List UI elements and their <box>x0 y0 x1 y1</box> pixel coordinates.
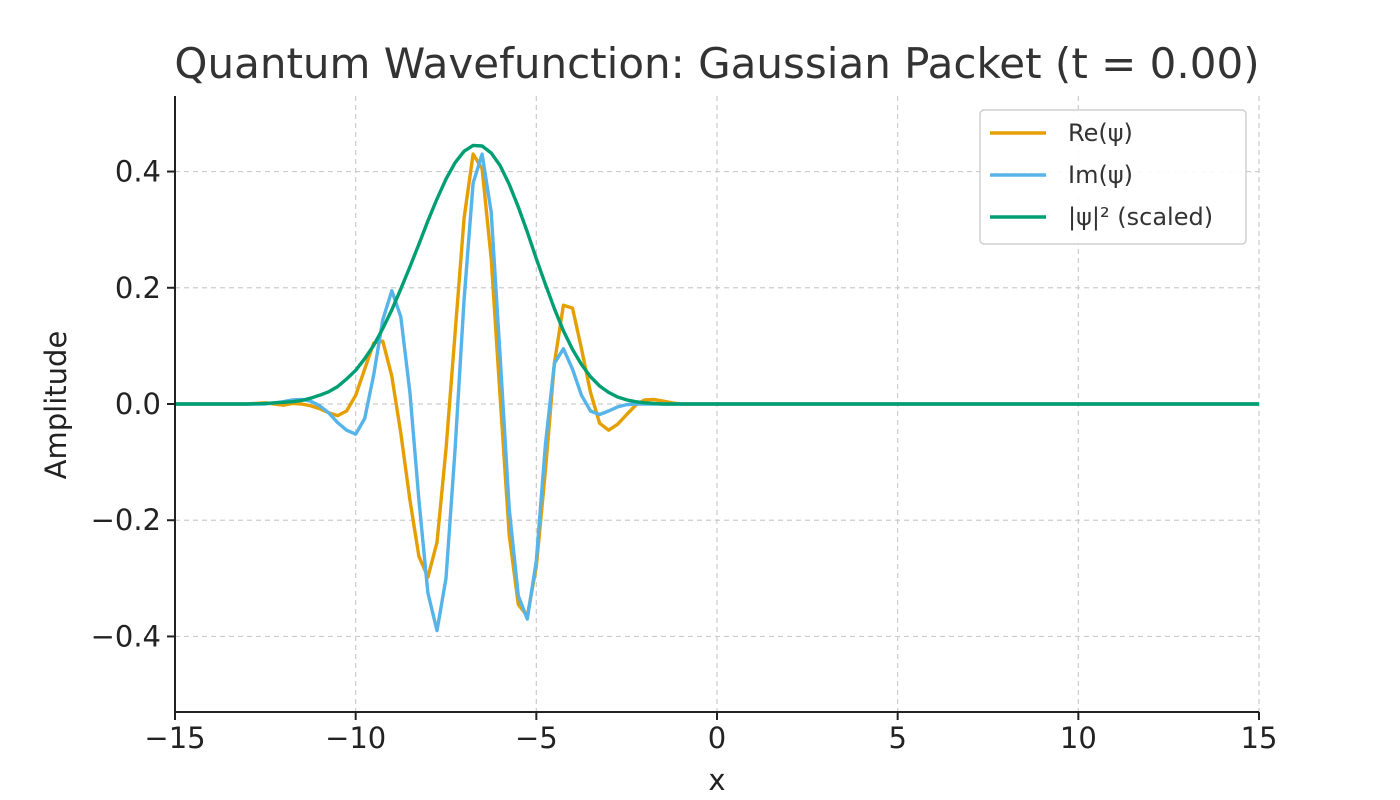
x-tick-label: −15 <box>144 721 205 755</box>
y-tick-label: 0.4 <box>115 155 161 189</box>
y-tick-label: 0.0 <box>115 387 161 421</box>
series-lines <box>175 143 1259 633</box>
x-tick-label: −5 <box>515 721 558 755</box>
y-tick-label: −0.2 <box>91 503 161 537</box>
y-axis-label: Amplitude <box>39 331 73 480</box>
axes: −15 −10 −5 0 5 10 15 −0.4 −0.2 0.0 0.2 0.4 <box>91 96 1278 755</box>
x-tick-label: 15 <box>1241 721 1278 755</box>
x-tick-label: 10 <box>1060 721 1097 755</box>
legend-entry-label: |ψ|² (scaled) <box>1068 203 1213 231</box>
series-line-3 <box>175 143 1259 406</box>
x-tick-label: 5 <box>888 721 906 755</box>
legend-entry-label: Im(ψ) <box>1068 161 1133 189</box>
legend-frame <box>979 109 1247 245</box>
x-axis-label: x <box>708 763 725 797</box>
y-tick-label: −0.4 <box>91 619 161 653</box>
x-tick-label: 0 <box>708 721 726 755</box>
legend: Re(ψ) Im(ψ) |ψ|² (scaled) <box>979 109 1247 245</box>
chart-title: Quantum Wavefunction: Gaussian Packet (t… <box>174 39 1259 88</box>
x-tick-label: −10 <box>325 721 386 755</box>
legend-entry-label: Re(ψ) <box>1068 119 1133 147</box>
y-tick-label: 0.2 <box>115 271 161 305</box>
